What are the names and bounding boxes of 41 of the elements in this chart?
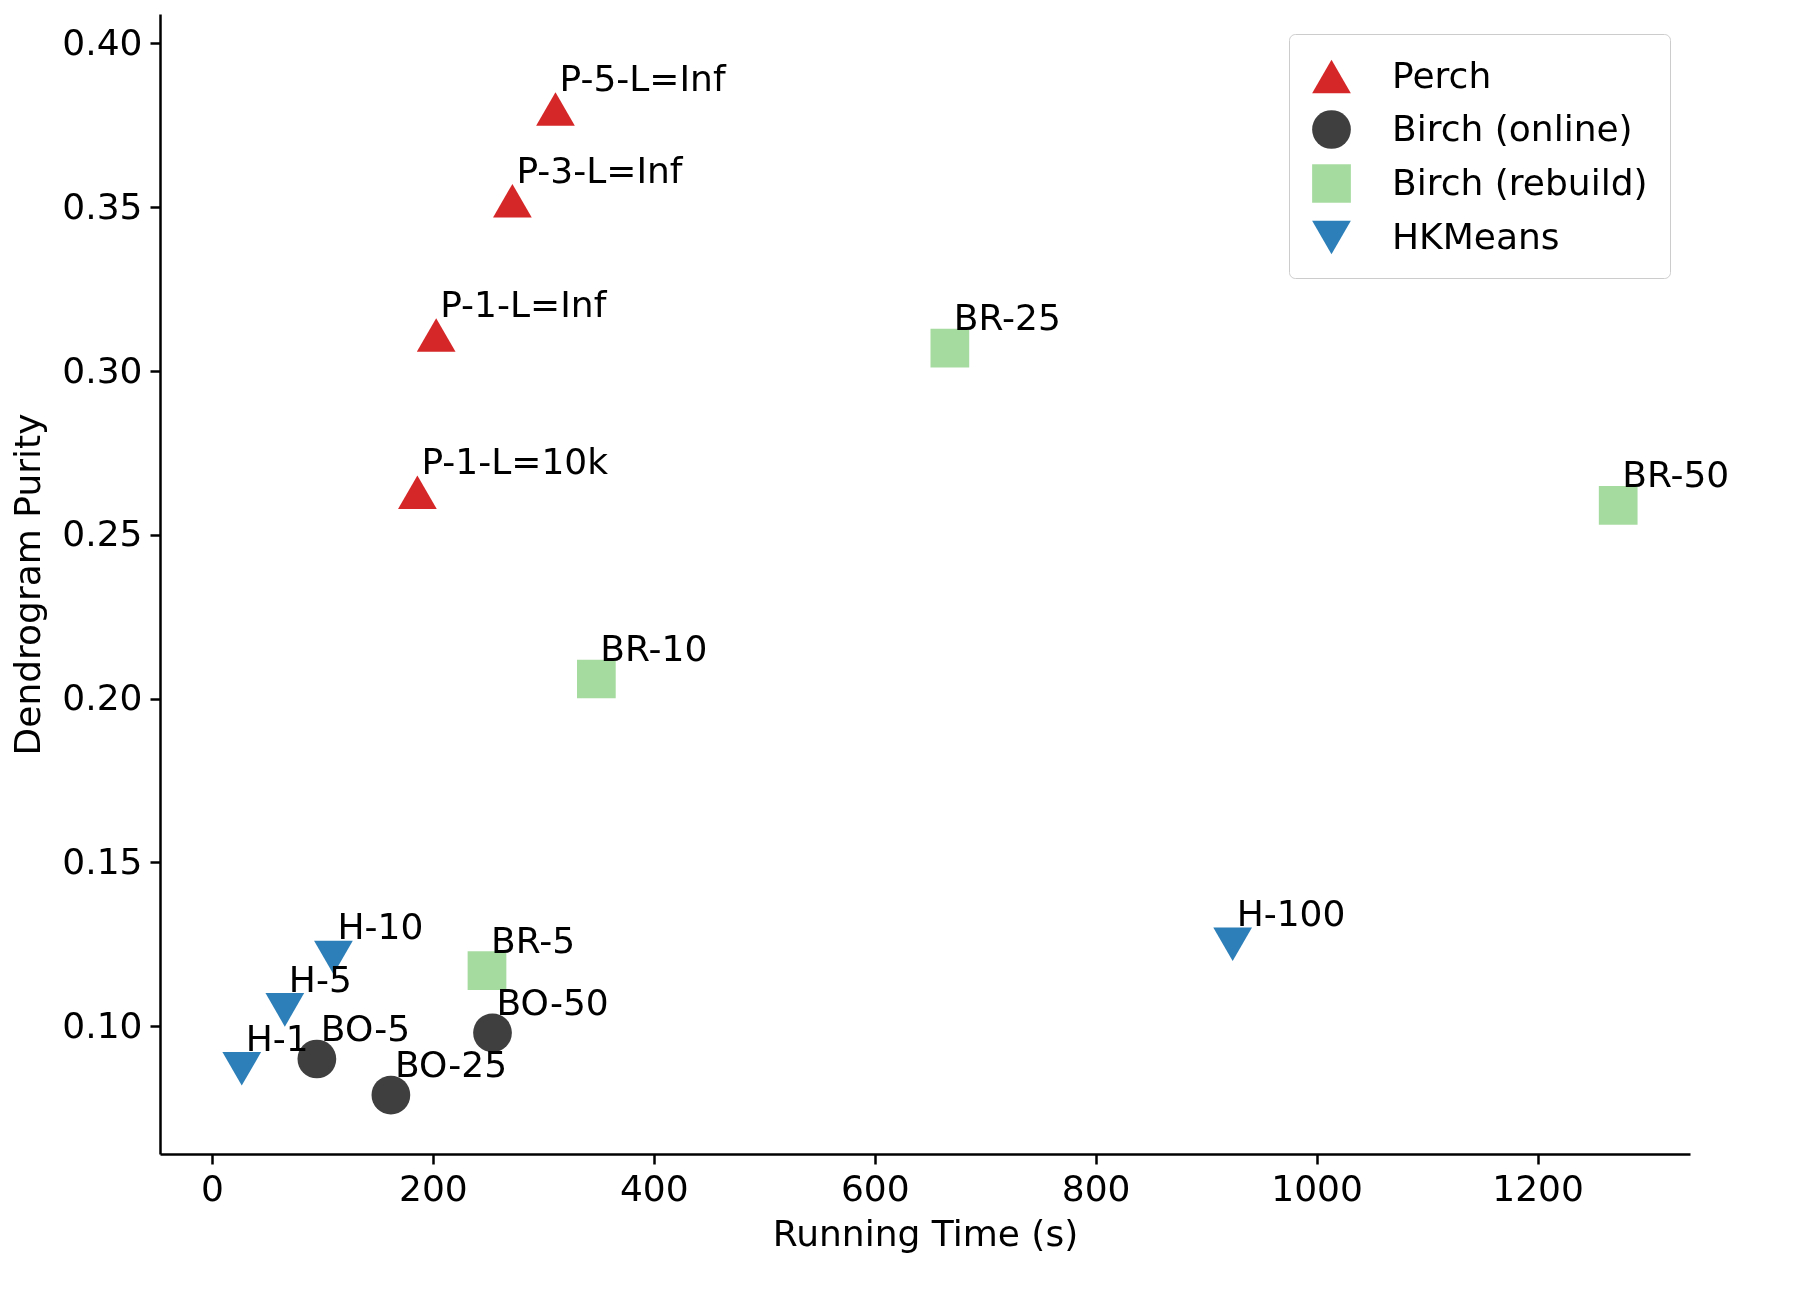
- y-tick-label: 0.30: [62, 349, 143, 391]
- point: [265, 993, 305, 1027]
- point: [536, 92, 575, 126]
- x-tick-label: 600: [840, 1167, 910, 1209]
- annotation: BR-5: [490, 919, 576, 961]
- x-axis-title: Running Time (s): [772, 1212, 1079, 1254]
- point: [493, 183, 532, 218]
- annotation: BO-50: [496, 981, 609, 1023]
- annotation: H-100: [1236, 893, 1346, 935]
- x-tick-label: 0: [200, 1167, 224, 1209]
- y-axis-title: Dendrogram Purity: [7, 413, 49, 756]
- annotation: P-5-L=Inf: [559, 58, 727, 99]
- legend-label: Perch: [1392, 54, 1492, 96]
- annotation: BR-10: [600, 628, 708, 669]
- annotation: H-1: [245, 1017, 309, 1059]
- legend-label: Birch (online): [1392, 107, 1633, 149]
- point: [1213, 927, 1253, 962]
- annotation: H-5: [288, 958, 352, 1000]
- y-tick-label: 0.20: [62, 677, 143, 719]
- annotation: BR-25: [953, 297, 1061, 339]
- annotation: P-3-L=Inf: [516, 149, 684, 191]
- point: [398, 475, 437, 510]
- y-tick-label: 0.25: [62, 513, 143, 555]
- x-tick-label: 800: [1061, 1167, 1131, 1209]
- point: [1598, 486, 1638, 525]
- y-tick-label: 0.10: [62, 1004, 143, 1046]
- y-tick-label: 0.35: [62, 185, 143, 227]
- x-tick-label: 200: [399, 1167, 468, 1209]
- legend-label: HKMeans: [1392, 215, 1560, 257]
- annotation: P-1-L=Inf: [440, 284, 608, 326]
- legend-label: Birch (rebuild): [1392, 161, 1648, 203]
- annotation: H-10: [337, 906, 424, 948]
- point: [416, 318, 456, 352]
- x-tick-label: 400: [619, 1167, 689, 1209]
- annotation: BR-50: [1622, 454, 1730, 496]
- point: [222, 1052, 262, 1086]
- x-tick-label: 1000: [1271, 1167, 1363, 1209]
- annotation: P-1-L=10k: [421, 441, 609, 483]
- y-tick-label: 0.15: [62, 840, 143, 882]
- y-tick-label: 0.40: [62, 21, 143, 63]
- x-tick-label: 1200: [1492, 1167, 1584, 1209]
